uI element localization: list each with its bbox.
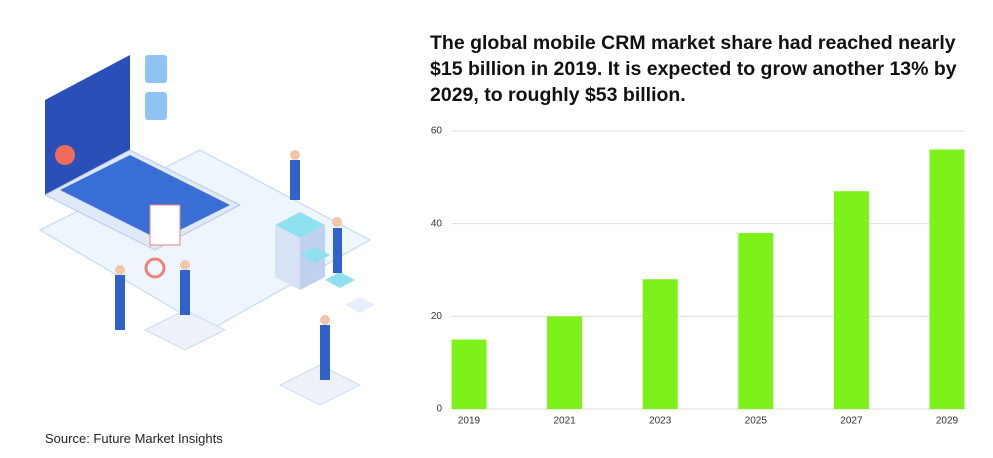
chart-title: The global mobile CRM market share had r… (430, 32, 957, 106)
illustration (38, 55, 375, 406)
bar (833, 191, 869, 409)
bar (738, 232, 774, 409)
y-tick-label: 60 (431, 126, 443, 137)
y-tick-label: 0 (436, 404, 442, 415)
bar (547, 316, 583, 409)
bar (929, 149, 965, 410)
x-tick-label: 2021 (553, 416, 576, 427)
x-tick-label: 2023 (649, 416, 672, 427)
x-tick-label: 2025 (745, 416, 768, 427)
x-tick-label: 2027 (840, 416, 863, 427)
x-tick-label: 2019 (458, 416, 481, 427)
bar (451, 339, 487, 409)
bar (642, 279, 678, 409)
y-tick-label: 40 (431, 218, 443, 229)
source: Source: Future Market Insights (45, 431, 223, 446)
y-tick-label: 20 (431, 311, 443, 322)
x-tick-label: 2029 (936, 416, 959, 427)
